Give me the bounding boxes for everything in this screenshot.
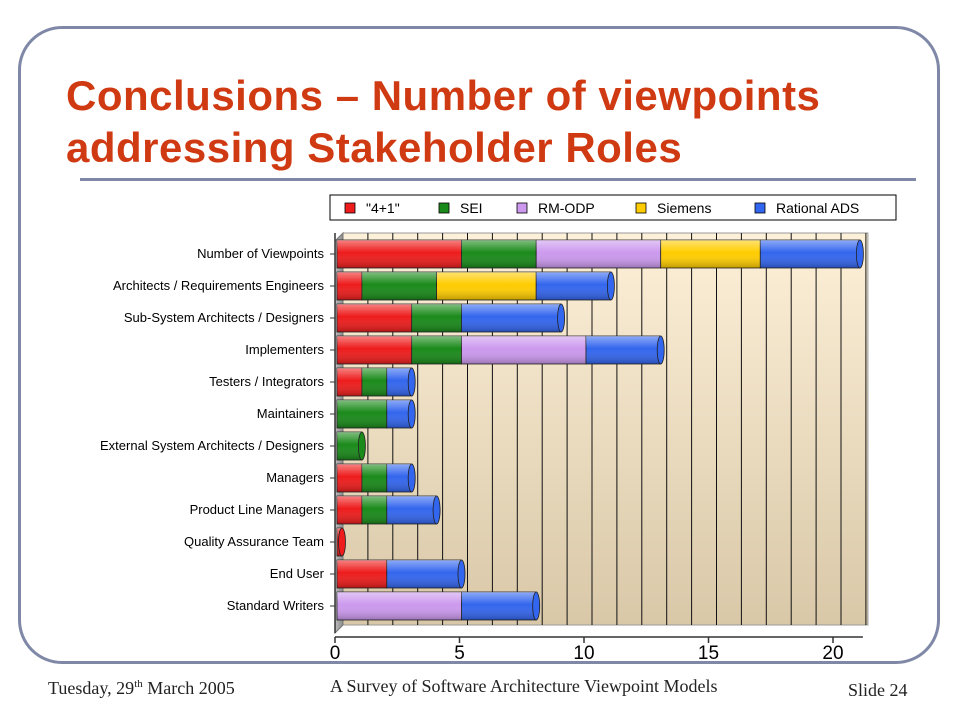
bar-shine bbox=[361, 496, 387, 524]
y-category-label: End User bbox=[270, 566, 325, 581]
legend-swatch-sei bbox=[438, 202, 450, 214]
bar-shine bbox=[337, 400, 387, 428]
bar-shine bbox=[361, 464, 387, 492]
legend-label-siemens: Siemens bbox=[657, 200, 711, 216]
legend-swatch-siemens bbox=[635, 202, 647, 214]
bar-end-cap bbox=[856, 239, 864, 269]
footer-date: Tuesday, 29th March 2005 bbox=[48, 678, 235, 699]
y-category-label: Managers bbox=[266, 470, 324, 485]
legend-label-rational-ads: Rational ADS bbox=[776, 200, 859, 216]
legend-label-4-1: "4+1" bbox=[366, 200, 400, 216]
title-underline bbox=[80, 178, 916, 181]
x-tick-label: 10 bbox=[573, 643, 594, 664]
footer-date-suffix: March 2005 bbox=[142, 678, 235, 698]
slide-title: Conclusions – Number of viewpoints addre… bbox=[66, 70, 926, 174]
bar-shine bbox=[461, 304, 562, 332]
bar-shine bbox=[660, 240, 761, 268]
legend-swatch-4-1 bbox=[344, 202, 356, 214]
footer-slide-number: Slide 24 bbox=[848, 680, 908, 700]
title-line-2: addressing Stakeholder Roles bbox=[66, 124, 683, 171]
bar-shine bbox=[337, 336, 412, 364]
legend-box bbox=[329, 194, 897, 221]
y-category-label: Implementers bbox=[245, 342, 324, 357]
y-category-label: Quality Assurance Team bbox=[184, 534, 324, 549]
bar-shine bbox=[361, 272, 437, 300]
bar-shine bbox=[436, 272, 537, 300]
bar-shine bbox=[361, 368, 387, 396]
legend-swatch-rm-odp bbox=[516, 202, 528, 214]
x-tick-label: 15 bbox=[698, 643, 719, 664]
bar-shine bbox=[760, 240, 860, 268]
bar-shine bbox=[411, 304, 462, 332]
x-tick-label: 0 bbox=[330, 643, 341, 664]
bar-shine bbox=[586, 336, 661, 364]
slide-frame bbox=[18, 26, 940, 664]
bar-shine bbox=[536, 272, 611, 300]
y-category-label: Product Line Managers bbox=[190, 502, 325, 517]
y-category-label: Architects / Requirements Engineers bbox=[113, 278, 324, 293]
bar-shine bbox=[461, 240, 537, 268]
bar-shine bbox=[337, 368, 362, 396]
bar-shine bbox=[411, 336, 462, 364]
y-category-label: Standard Writers bbox=[227, 598, 325, 613]
bar-shine bbox=[386, 368, 412, 396]
bar-end-cap bbox=[532, 591, 541, 621]
bar-shine bbox=[386, 464, 412, 492]
legend-label-sei: SEI bbox=[460, 200, 483, 216]
bar-end-cap bbox=[557, 303, 565, 333]
bar-shine bbox=[386, 496, 437, 524]
bar-shine bbox=[337, 432, 362, 460]
bar-end-cap bbox=[407, 367, 416, 397]
bar-shine bbox=[386, 400, 412, 428]
bar-shine bbox=[337, 272, 362, 300]
y-category-label: Sub-System Architects / Designers bbox=[124, 310, 325, 325]
bar-shine bbox=[536, 240, 661, 268]
bar-end-cap bbox=[407, 463, 416, 493]
bar-shine bbox=[461, 336, 586, 364]
legend-label-rm-odp: RM-ODP bbox=[538, 200, 595, 216]
y-category-label: Maintainers bbox=[257, 406, 325, 421]
bar-end-cap bbox=[338, 527, 346, 557]
bar-shine bbox=[337, 592, 462, 620]
footer-date-sup: th bbox=[134, 678, 143, 690]
bar-end-cap bbox=[432, 495, 441, 525]
bar-shine bbox=[337, 464, 362, 492]
bar-end-cap bbox=[357, 431, 366, 461]
y-category-label: Testers / Integrators bbox=[209, 374, 324, 389]
bar-shine bbox=[461, 592, 537, 620]
x-tick-label: 5 bbox=[454, 643, 465, 664]
bar-shine bbox=[337, 240, 462, 268]
bar-end-cap bbox=[457, 559, 466, 589]
footer-date-prefix: Tuesday, 29 bbox=[48, 678, 135, 698]
legend-swatch-rational-ads bbox=[754, 202, 766, 214]
y-category-label: External System Architects / Designers bbox=[100, 438, 324, 453]
x-tick-label: 20 bbox=[822, 643, 843, 664]
y-category-label: Number of Viewpoints bbox=[197, 246, 324, 261]
footer-presentation-title: A Survey of Software Architecture Viewpo… bbox=[330, 676, 718, 696]
title-line-1: Conclusions – Number of viewpoints bbox=[66, 72, 821, 119]
bar-end-cap bbox=[656, 335, 665, 365]
bar-end-cap bbox=[607, 271, 615, 301]
bar-shine bbox=[337, 496, 362, 524]
bar-shine bbox=[386, 560, 462, 588]
bar-end-cap bbox=[407, 399, 416, 429]
bar-shine bbox=[337, 304, 412, 332]
bar-shine bbox=[337, 560, 387, 588]
